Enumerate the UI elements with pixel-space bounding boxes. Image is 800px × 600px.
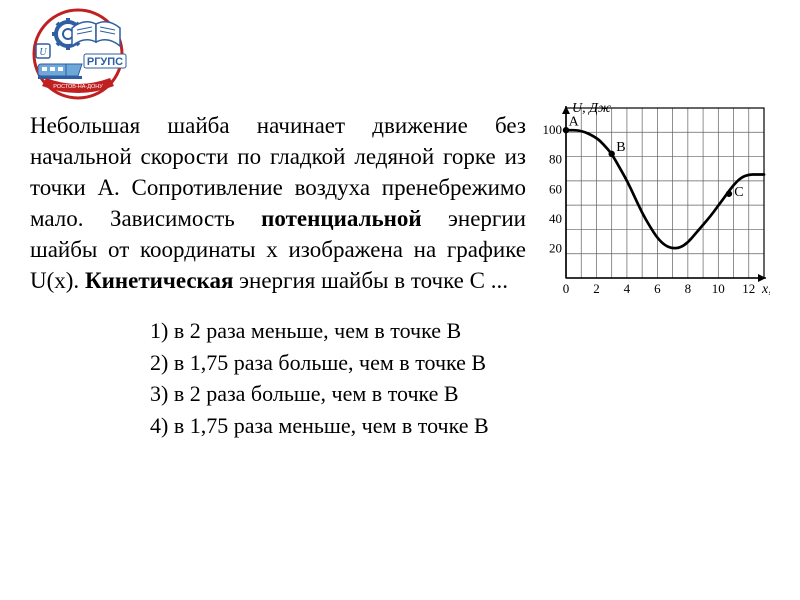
svg-text:12: 12 (742, 281, 755, 296)
svg-text:60: 60 (549, 181, 562, 196)
svg-text:10: 10 (712, 281, 725, 296)
svg-text:8: 8 (685, 281, 692, 296)
problem-b2: Кинетическая (85, 268, 233, 293)
svg-text:4: 4 (624, 281, 631, 296)
svg-text:40: 40 (549, 211, 562, 226)
answer-options: 1) в 2 раза меньше, чем в точке В 2) в 1… (150, 316, 770, 441)
chart-svg: 20406080100024681012U, Джx, мABC (534, 102, 770, 302)
svg-text:x, м: x, м (761, 282, 770, 297)
svg-text:A: A (569, 114, 580, 129)
answer-4: 4) в 1,75 раза меньше, чем в точке В (150, 411, 770, 441)
problem-b1: потенциальной (261, 206, 421, 231)
svg-text:20: 20 (549, 240, 562, 255)
logo-ribbon-text: РОСТОВ-НА-ДОНУ (53, 84, 103, 90)
svg-text:C: C (734, 185, 743, 200)
answer-1: 1) в 2 раза меньше, чем в точке В (150, 316, 770, 346)
svg-text:2: 2 (593, 281, 600, 296)
energy-chart: 20406080100024681012U, Джx, мABC (534, 102, 770, 302)
problem-t3: энергия шайбы в точке С ... (233, 268, 508, 293)
answer-3: 3) в 2 раза больше, чем в точке В (150, 379, 770, 409)
answer-2: 2) в 1,75 раза больше, чем в точке В (150, 348, 770, 378)
svg-text:0: 0 (563, 281, 570, 296)
logo-svg: U РГУПС РОСТОВ-НА-ДОНУ (28, 8, 128, 100)
logo-label: РГУПС (87, 56, 123, 68)
org-logo: U РГУПС РОСТОВ-НА-ДОНУ (28, 8, 128, 100)
svg-text:100: 100 (543, 122, 563, 137)
problem-statement: Небольшая шайба начинает движение без на… (30, 110, 526, 296)
logo-u-badge: U (39, 47, 47, 58)
svg-text:80: 80 (549, 152, 562, 167)
svg-text:6: 6 (654, 281, 661, 296)
svg-text:B: B (616, 140, 625, 155)
